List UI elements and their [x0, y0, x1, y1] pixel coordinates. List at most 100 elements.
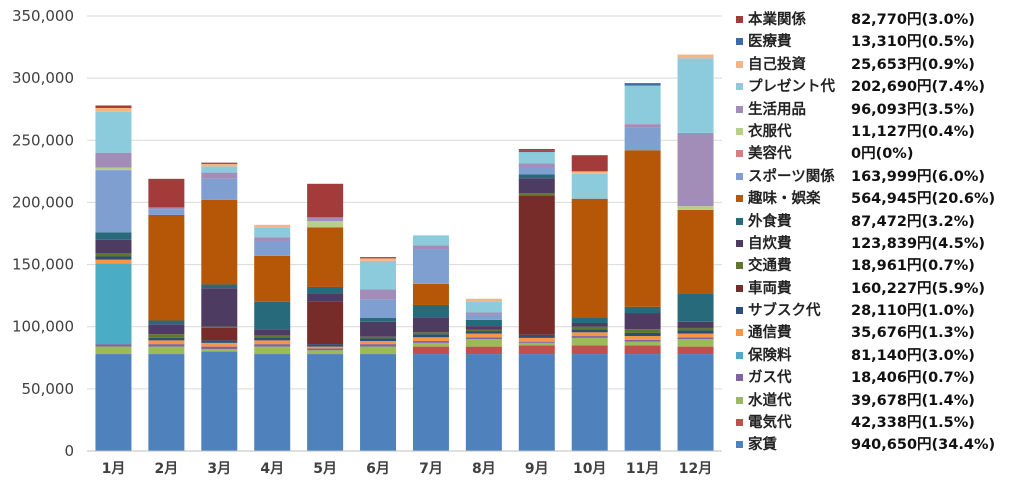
bar-segment	[95, 111, 132, 153]
bar-segment	[465, 319, 502, 327]
bar-segment	[412, 337, 449, 342]
bar-segment	[571, 332, 608, 337]
bar-segment	[412, 283, 449, 305]
bar-segment	[254, 344, 291, 347]
bar-segment	[465, 314, 502, 320]
bar-segment	[518, 178, 555, 194]
bar-stacks	[95, 54, 714, 451]
bar-segment	[201, 166, 238, 173]
bar-segment	[360, 341, 397, 345]
legend-value: 202,690円(7.4%)	[851, 79, 986, 96]
legend-label: 本業関係	[748, 12, 806, 28]
bar-segment	[518, 193, 555, 196]
bar-segment	[412, 346, 449, 355]
bar-segment	[624, 127, 661, 151]
bar-segment	[201, 327, 238, 341]
bar-segment	[360, 299, 397, 319]
bar-segment	[360, 260, 397, 290]
bar-segment	[571, 322, 608, 327]
bar-segment	[465, 312, 502, 315]
bar-segment	[677, 346, 714, 355]
y-tick-label: 350,000	[12, 7, 74, 25]
bar-segment	[254, 224, 291, 228]
bar-segment	[412, 334, 449, 338]
legend-swatch	[736, 441, 743, 449]
x-tick-label: 11月	[626, 461, 659, 477]
legend-swatch	[736, 16, 743, 23]
x-axis: 1月 2月 3月 4月 5月 6月 7月 8月 9月 10月 11月 12月	[87, 450, 722, 477]
legend-label: 家賃	[748, 437, 777, 454]
legend: 本業関係 82,770円(3.0%) 医療費 13,310円(0.5%) 自己投資 25,…	[734, 10, 1022, 458]
bar-segment	[254, 335, 291, 338]
bar-segment	[624, 339, 661, 342]
bar-stack	[360, 257, 397, 451]
bar-segment	[95, 354, 132, 451]
bar-segment	[307, 293, 344, 302]
bar-segment	[95, 239, 132, 254]
bar-stack	[412, 235, 449, 451]
bar-segment	[201, 172, 238, 179]
legend-swatch	[736, 396, 743, 404]
legend-swatch	[736, 38, 743, 46]
bar-stack	[95, 105, 132, 451]
bar-stack	[254, 224, 291, 451]
bar-segment	[148, 324, 185, 335]
bar-stack	[307, 183, 344, 451]
legend-item: 外食費 87,472円(3.2%)	[734, 212, 1022, 234]
legend-label: 医療費	[748, 34, 792, 51]
legend-label: 保険料	[748, 347, 792, 364]
legend-value: 13,310円(0.5%)	[851, 34, 975, 51]
bar-segment	[95, 170, 132, 233]
bar-segment	[518, 354, 555, 451]
y-tick-label: 250,000	[12, 131, 74, 149]
bar-segment	[518, 337, 555, 342]
legend-item: ガス代 18,406円(0.7%)	[734, 368, 1022, 390]
bar-segment	[360, 344, 397, 347]
bar-segment	[677, 54, 714, 59]
bar-segment	[412, 342, 449, 347]
bar-segment	[148, 344, 185, 347]
bar-segment	[677, 58, 714, 133]
bar-segment	[307, 354, 344, 451]
bar-segment	[254, 301, 291, 330]
legend-swatch	[736, 195, 743, 203]
legend-item: 医療費 13,310円(0.5%)	[734, 32, 1022, 54]
bar-segment	[201, 342, 238, 347]
bar-segment	[677, 293, 714, 322]
bar-segment	[360, 257, 397, 259]
x-tick-label: 4月	[260, 461, 284, 477]
legend-swatch	[736, 284, 743, 292]
bar-segment	[148, 354, 185, 451]
bar-segment	[95, 107, 132, 112]
legend-item: 自己投資 25,653円(0.9%)	[734, 55, 1022, 77]
legend-swatch	[736, 217, 743, 225]
bar-segment	[360, 258, 397, 261]
y-tick-label: 0	[64, 442, 74, 460]
bar-segment	[571, 354, 608, 451]
bar-segment	[412, 245, 449, 250]
bar-segment	[412, 249, 449, 284]
bar-segment	[677, 339, 714, 347]
x-tick-label: 5月	[313, 461, 337, 477]
legend-swatch	[736, 127, 743, 135]
bar-segment	[254, 346, 291, 355]
bar-segment	[677, 330, 714, 334]
bar-segment	[677, 327, 714, 331]
bar-segment	[148, 340, 185, 345]
gridlines	[87, 15, 722, 452]
legend-swatch	[736, 262, 743, 270]
y-axis: 0 50,000 100,000 150,000 200,000 250,000 300,0…	[12, 7, 74, 460]
bar-segment	[201, 162, 238, 164]
bar-segment	[307, 344, 344, 347]
legend-item: プレゼント代 202,690円(7.4%)	[734, 77, 1022, 99]
bar-segment	[465, 301, 502, 313]
bar-segment	[677, 354, 714, 451]
x-tick-label: 8月	[472, 461, 496, 477]
legend-item: 美容代 0円(0%)	[734, 144, 1022, 166]
bar-segment	[518, 341, 555, 343]
bar-segment	[201, 199, 238, 285]
bar-segment	[201, 346, 238, 350]
bar-segment	[201, 284, 238, 289]
bar-segment	[95, 259, 132, 264]
x-tick-label: 9月	[525, 461, 549, 477]
